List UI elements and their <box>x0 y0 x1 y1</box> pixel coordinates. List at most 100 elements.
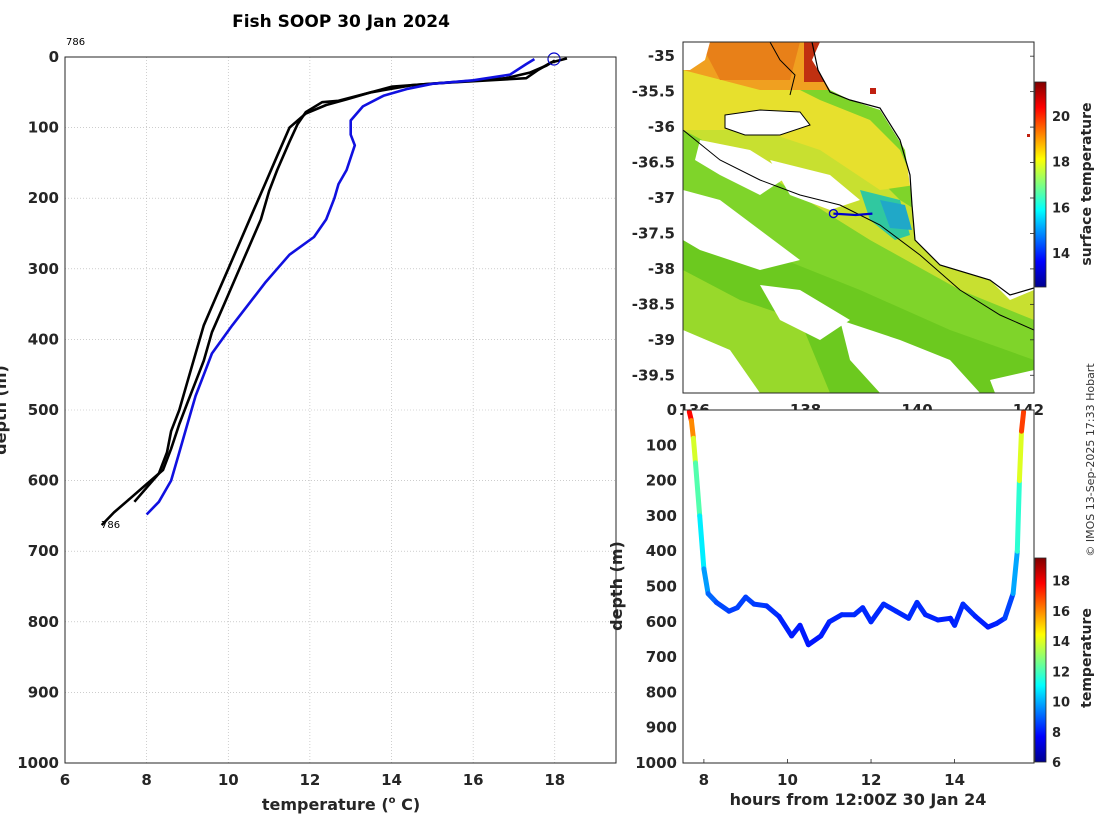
time-depth-segment <box>701 566 711 597</box>
time-depth-segment <box>797 622 811 648</box>
time-depth-y-tick-label: 400 <box>646 542 677 560</box>
time-depth-segment <box>764 603 782 619</box>
profile-y-tick-label: 400 <box>28 330 59 348</box>
sst-map-track-line <box>833 212 873 217</box>
sst-map-y-ticks: -35 -35.5 -36 -36.5 -37 -37.5 -38 -38.5 -39 -39.5 <box>632 47 1034 384</box>
profile-y-tick-label: 1000 <box>17 754 59 772</box>
time-depth-segment <box>776 614 795 639</box>
sst-colorbar-tick-label: 18 <box>1052 156 1070 171</box>
profile-id-bottom: 786 <box>101 520 120 531</box>
time-depth-axes-box <box>682 409 1035 764</box>
sst-map-track <box>828 208 873 219</box>
profile-y-tick-label: 600 <box>28 472 59 490</box>
time-depth-segment <box>693 460 703 519</box>
profile-series <box>100 57 568 527</box>
time-depth-x-ticks: 8 10 12 14 <box>699 759 965 789</box>
temperature-colorbar-tick-label: 10 <box>1052 696 1070 711</box>
time-depth-segment <box>1002 591 1016 621</box>
time-depth-x-label: hours from 12:00Z 30 Jan 24 <box>730 790 987 809</box>
profile-chart: 6 8 10 12 14 16 18 0 100 200 300 400 500 600 700 800 90… <box>0 37 617 814</box>
sst-map-y-tick-label: -35.5 <box>632 83 675 101</box>
profile-x-tick-label: 10 <box>218 771 239 789</box>
sst-colorbar-tick-label: 20 <box>1052 110 1070 125</box>
profile-y-label: depth (m) <box>0 365 10 455</box>
time-depth-segment <box>868 601 887 625</box>
profile-start-marker <box>547 52 561 66</box>
profile-series-profile-2 <box>133 59 556 503</box>
profile-x-tick-label: 12 <box>299 771 320 789</box>
sst-map-y-tick-label: -38.5 <box>632 295 675 313</box>
time-depth-x-tick-label: 8 <box>699 771 709 789</box>
sst-map-y-tick-label: -36.5 <box>632 154 675 172</box>
time-depth-y-tick-label: 700 <box>646 648 677 666</box>
time-depth-segment <box>818 619 832 639</box>
time-depth-axes-bg <box>683 410 1034 763</box>
time-depth-segment <box>690 435 698 466</box>
profile-x-tick-label: 16 <box>463 771 484 789</box>
profile-series-profile-3 <box>145 57 536 516</box>
sst-colorbar-tick-label: 14 <box>1052 247 1070 262</box>
temperature-colorbar-tick-label: 16 <box>1052 605 1070 620</box>
time-depth-track <box>686 409 1027 648</box>
sst-map-y-tick-label: -39.5 <box>632 366 675 384</box>
time-depth-segment <box>697 513 707 572</box>
time-depth-segment <box>1016 428 1024 484</box>
temperature-colorbar-tick-label: 6 <box>1052 756 1061 771</box>
sst-map-y-tick-label: -36 <box>648 118 675 136</box>
time-depth-chart: 8 10 12 14 0 100 200 300 400 500 600 700 800 900 1000… <box>607 401 1095 809</box>
time-depth-segment <box>906 599 920 621</box>
profile-y-tick-label: 300 <box>28 260 59 278</box>
profile-y-tick-label: 0 <box>49 48 59 66</box>
profile-x-ticks: 6 8 10 12 14 16 18 <box>60 771 565 789</box>
time-depth-segment <box>952 601 966 628</box>
profile-id-top: 786 <box>66 37 85 48</box>
time-depth-y-tick-label: 300 <box>646 507 677 525</box>
temperature-colorbar-tick-label: 14 <box>1052 635 1070 650</box>
temperature-colorbar-tick-label: 8 <box>1052 726 1061 741</box>
temperature-colorbar-label: temperature <box>1079 608 1095 708</box>
sst-map-y-tick-label: -37.5 <box>632 224 675 242</box>
profile-y-tick-label: 500 <box>28 401 59 419</box>
temperature-colorbar <box>1034 557 1047 763</box>
time-depth-segment <box>805 633 824 648</box>
sst-map-y-tick-label: -38 <box>648 260 675 278</box>
time-depth-segment <box>713 599 732 614</box>
time-depth-segment <box>1014 478 1022 554</box>
sst-map-field <box>683 42 1034 393</box>
time-depth-y-tick-label: 100 <box>646 436 677 454</box>
time-depth-y-tick-label: 800 <box>646 683 677 701</box>
time-depth-y-tick-label: 1000 <box>635 754 677 772</box>
profile-y-tick-label: 700 <box>28 542 59 560</box>
time-depth-segment <box>1019 409 1027 434</box>
sst-map-y-tick-label: -35 <box>648 47 675 65</box>
sst-colorbar-tick-label: 16 <box>1052 201 1070 216</box>
sst-map: 136138140142 -35-35.5-36-36.5-37-37.5-38… <box>632 41 1095 419</box>
profile-x-tick-label: 14 <box>381 771 402 789</box>
profile-x-tick-label: 8 <box>141 771 151 789</box>
temperature-colorbar-ticks: 6 8 10 12 14 16 18 <box>1052 575 1070 771</box>
credit-text: © IMOS 13-Sep-2025 17:33 Hobart <box>1084 363 1097 557</box>
sst-map-box <box>682 41 1035 394</box>
time-depth-y-tick-label: 600 <box>646 613 677 631</box>
sst-colorbar-label: surface temperature <box>1079 102 1095 265</box>
time-depth-segment <box>1010 548 1020 597</box>
time-depth-y-tick-label: 500 <box>646 578 677 596</box>
temperature-colorbar-tick-label: 12 <box>1052 665 1070 680</box>
time-depth-x-tick-label: 10 <box>777 771 798 789</box>
profile-axes-box <box>64 56 617 764</box>
profile-y-tick-label: 200 <box>28 189 59 207</box>
time-depth-y-tick-label: 0 <box>667 401 677 419</box>
sst-map-track-start <box>828 208 839 219</box>
time-depth-y-tick-label: 200 <box>646 472 677 490</box>
time-depth-segment <box>973 614 991 630</box>
time-depth-segment <box>688 418 696 441</box>
profile-y-tick-label: 900 <box>28 683 59 701</box>
sst-colorbar-ticks: 14 16 18 20 <box>1052 110 1070 262</box>
time-depth-x-tick-label: 12 <box>861 771 882 789</box>
time-depth-x-tick-label: 14 <box>944 771 965 789</box>
sst-colorbar <box>1034 81 1047 288</box>
profile-y-tick-label: 100 <box>28 119 59 137</box>
time-depth-y-tick-label: 900 <box>646 719 677 737</box>
profile-y-tick-label: 800 <box>28 613 59 631</box>
